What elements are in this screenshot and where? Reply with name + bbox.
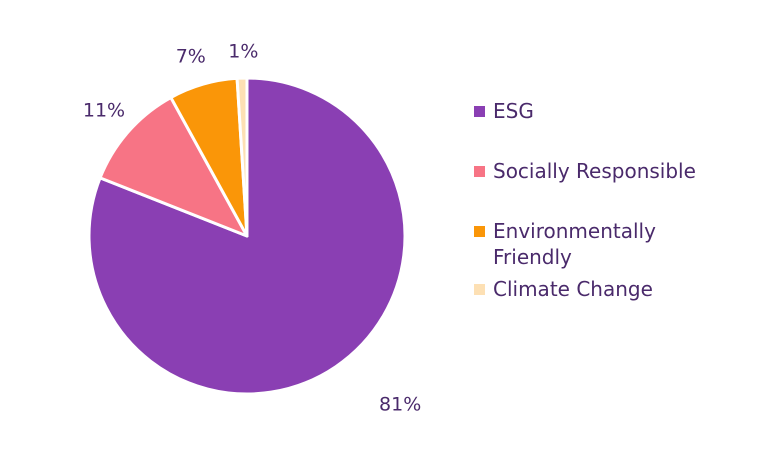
legend-label-socially-responsible: Socially Responsible [493,159,696,183]
legend-label-climate-change: Climate Change [493,277,653,301]
legend-swatch-climate-change [474,284,485,295]
legend-item-esg: ESG [474,98,754,124]
slice-label-climate-change: 1% [228,41,258,63]
legend-swatch-esg [474,106,485,117]
pie-slice-socially-responsible [98,96,249,238]
slice-label-environmentally-friendly: 7% [176,46,206,68]
legend-label-esg: ESG [493,99,534,123]
legend: ESG Socially Responsible Environmentally… [474,98,754,302]
legend-label-environmentally-friendly: Environmentally Friendly [493,219,656,269]
legend-swatch-socially-responsible [474,166,485,177]
legend-item-climate-change: Climate Change [474,276,754,302]
legend-item-environmentally-friendly: Environmentally Friendly [474,218,754,270]
legend-swatch-environmentally-friendly [474,226,485,237]
legend-item-socially-responsible: Socially Responsible [474,158,754,184]
slice-label-socially-responsible: 11% [83,99,125,121]
pie-slice-climate-change [235,76,249,238]
slice-label-esg: 81% [379,393,421,415]
